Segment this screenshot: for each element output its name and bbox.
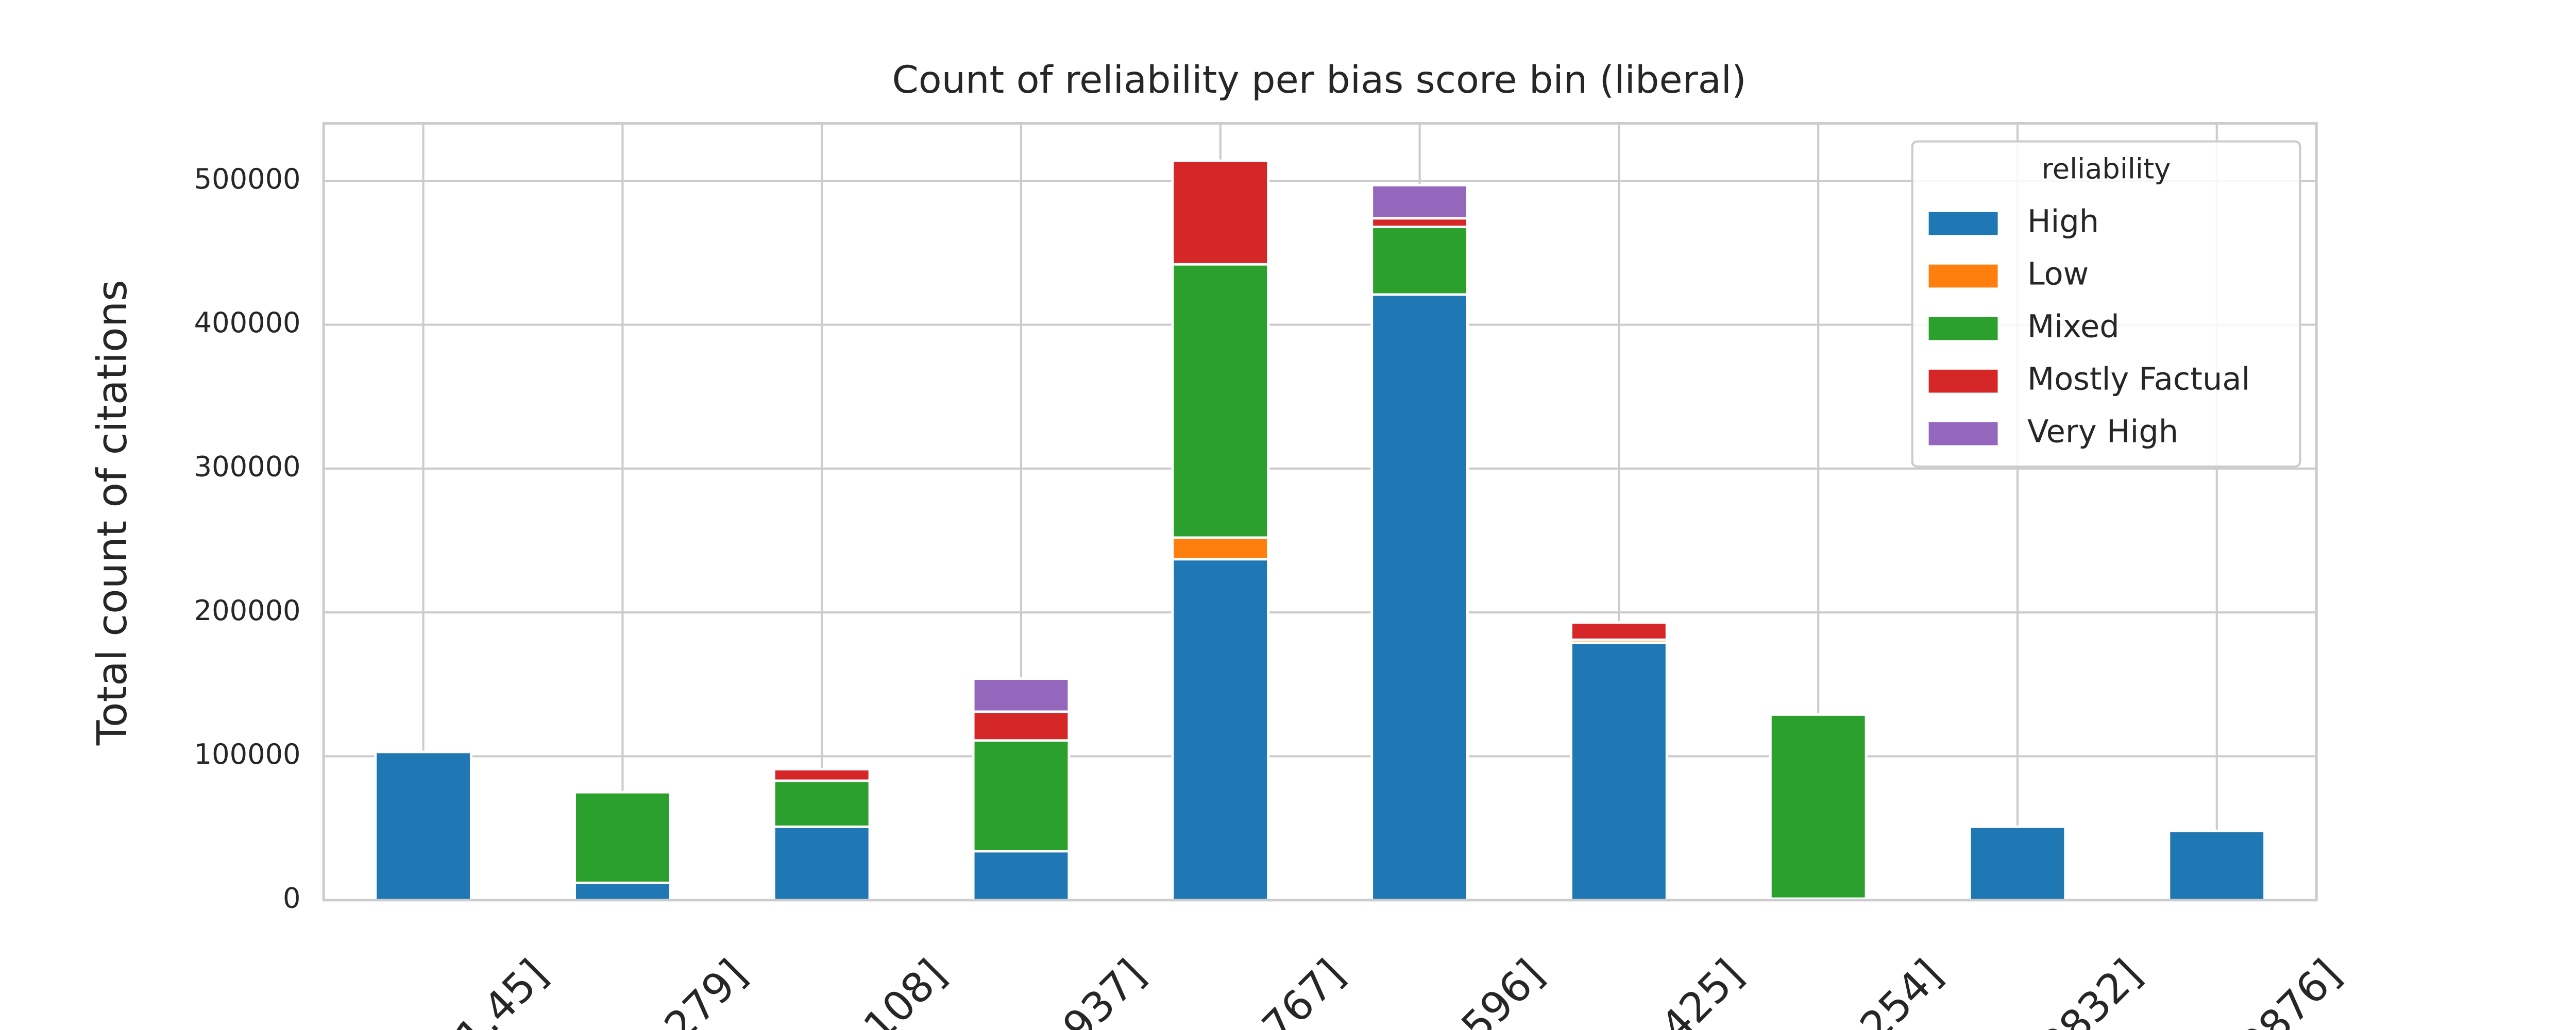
legend-label: Very High	[2027, 414, 2178, 450]
chart-title: Count of reliability per bias score bin …	[892, 58, 1747, 102]
y-axis-label: Total count of citations	[88, 280, 136, 746]
bar-segment	[1570, 621, 1668, 641]
bar-segment	[772, 779, 871, 828]
legend-swatch	[1928, 317, 1998, 340]
plot-frame	[322, 122, 2318, 902]
bar-segment	[374, 750, 472, 902]
bar-segment	[1370, 226, 1469, 296]
bar-segment	[1370, 293, 1469, 902]
y-tick-label: 500000	[194, 163, 301, 195]
legend-title: reliability	[2042, 153, 2171, 185]
bar-segment	[1769, 713, 1868, 900]
bar-segment	[2167, 830, 2266, 902]
legend-label: Mixed	[2027, 309, 2120, 345]
legend-label: Low	[2027, 256, 2089, 293]
bar-segment	[972, 850, 1071, 902]
y-tick-label: 0	[283, 882, 300, 914]
legend-swatch	[1928, 212, 1998, 235]
bar-segment	[1171, 558, 1270, 902]
bar-segment	[1370, 184, 1469, 220]
legend-swatch	[1928, 264, 1998, 288]
y-tick-label: 300000	[194, 450, 301, 483]
y-tick-label: 200000	[194, 594, 301, 627]
bar-segment	[972, 710, 1071, 742]
legend-box	[1911, 140, 2301, 468]
legend-swatch	[1928, 422, 1998, 445]
legend-label: Mostly Factual	[2027, 362, 2250, 398]
bar-segment	[772, 825, 871, 902]
bar-segment	[573, 881, 672, 902]
bar-segment	[1968, 825, 2067, 902]
bar-segment	[1570, 641, 1668, 902]
y-tick-label: 100000	[194, 738, 301, 770]
bar-segment	[1171, 263, 1270, 539]
bar-segment	[1370, 217, 1469, 228]
legend-label: High	[2027, 204, 2099, 240]
legend-swatch	[1928, 369, 1998, 393]
legend: reliability High Low Mixed Mostly Factual Ver…	[1911, 140, 2301, 468]
bar-segment	[1171, 159, 1270, 266]
bar-segment	[972, 677, 1071, 713]
y-tick-label: 400000	[194, 306, 301, 339]
bar-segment	[573, 791, 672, 884]
bar-segment	[972, 739, 1071, 853]
bar-segment	[1171, 536, 1270, 561]
bar-segment	[772, 768, 871, 782]
